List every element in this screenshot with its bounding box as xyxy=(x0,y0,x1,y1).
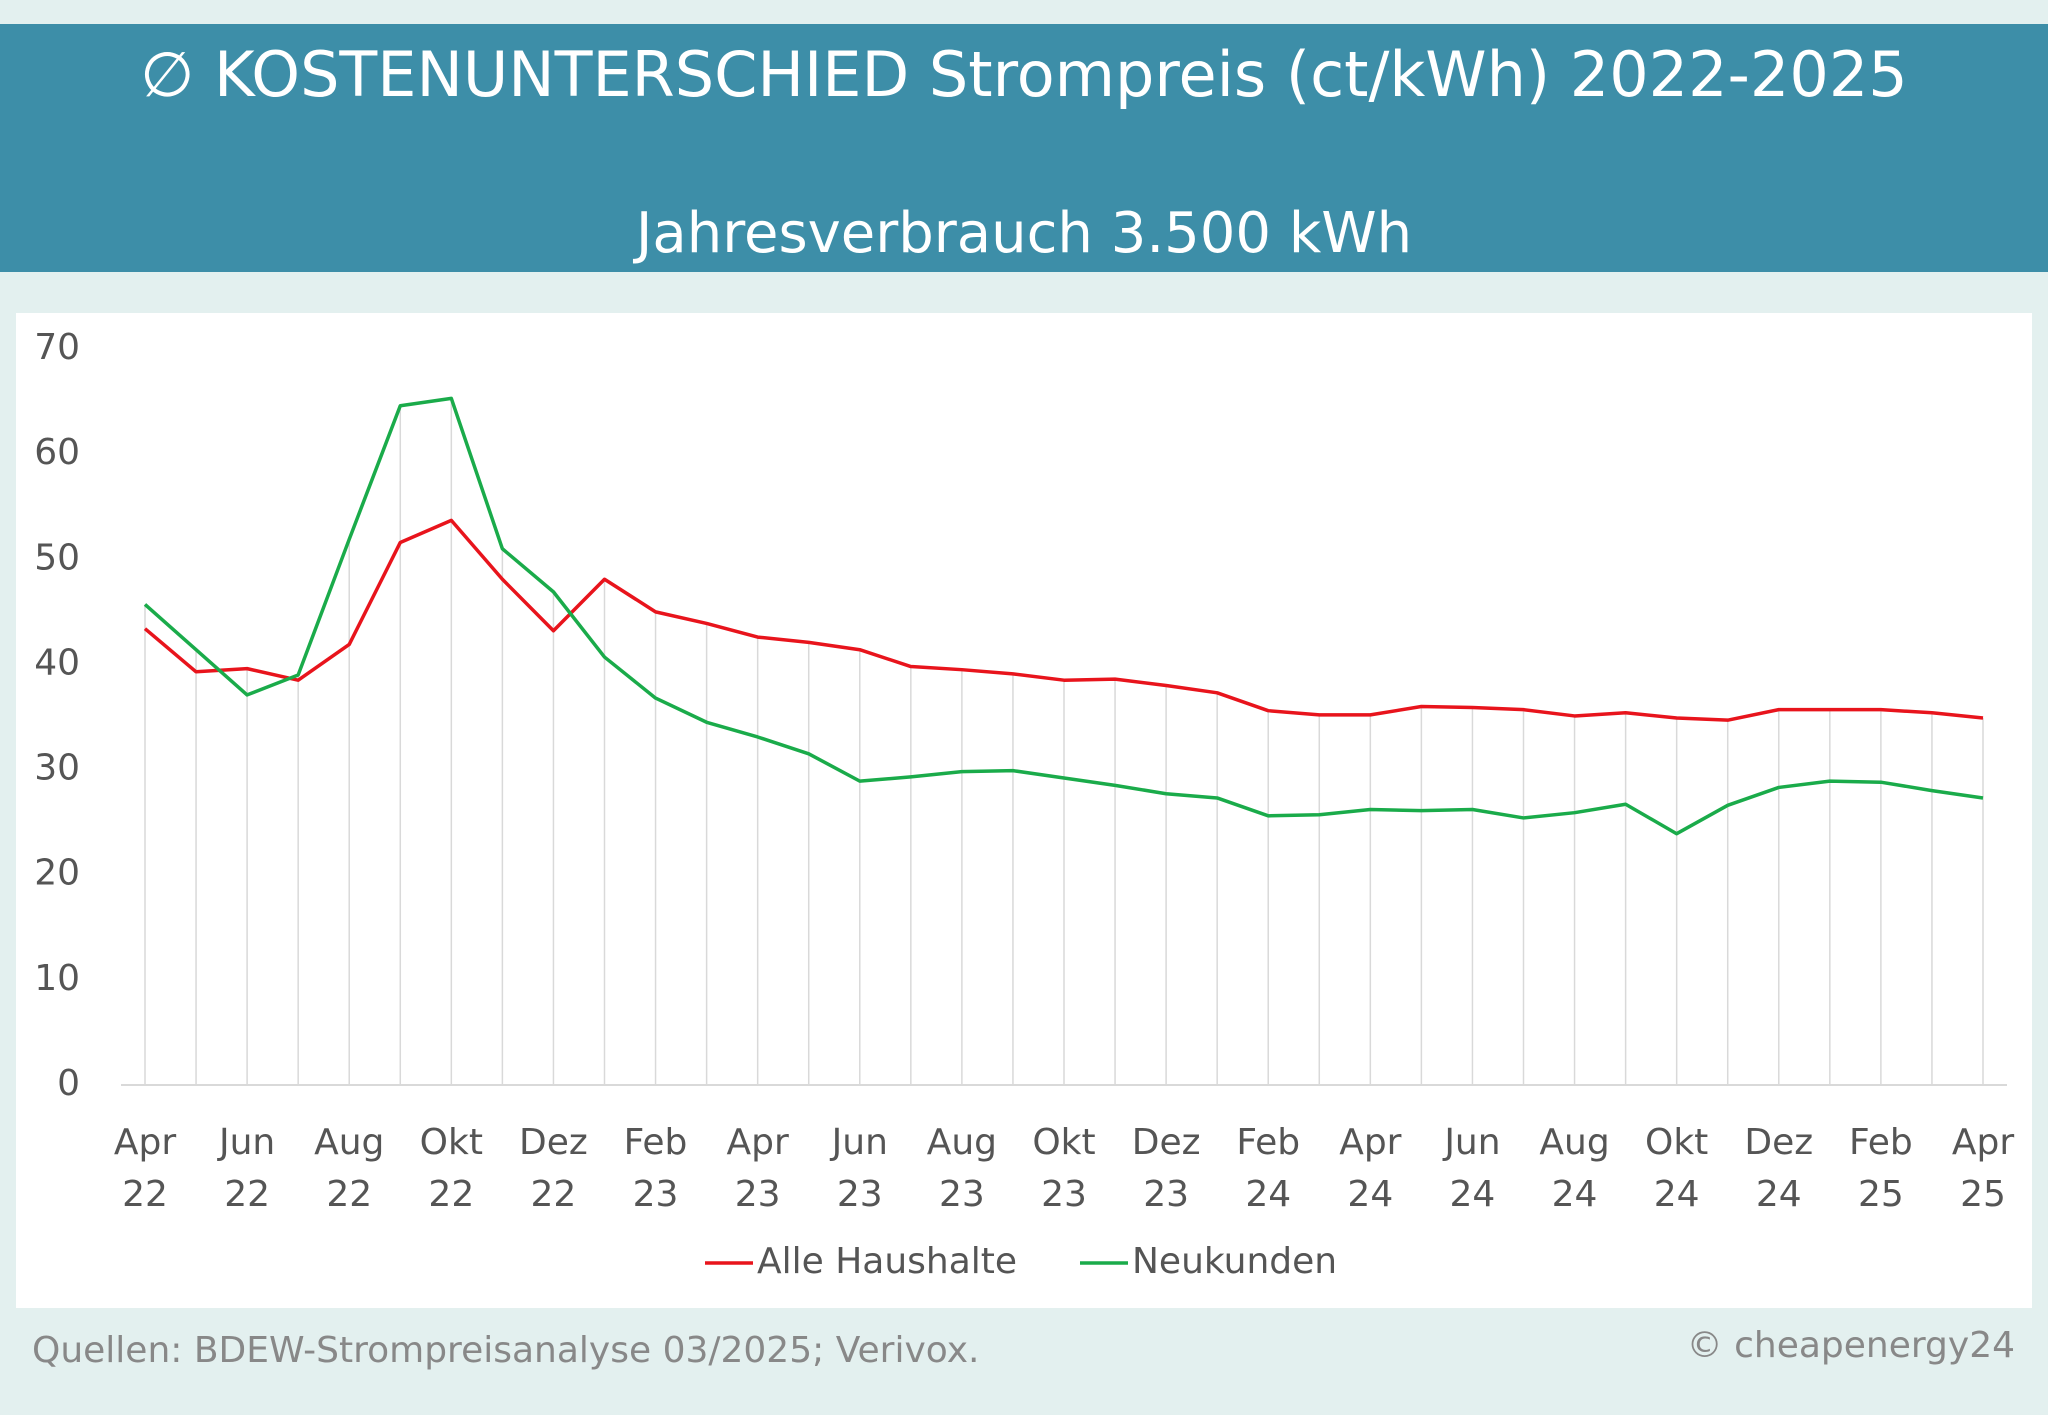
y-tick-label: 70 xyxy=(34,327,80,368)
x-tick-label: Aug 24 xyxy=(1539,1122,1610,1215)
y-tick-label: 50 xyxy=(34,537,80,578)
x-tick-label: Jun 22 xyxy=(218,1122,276,1215)
x-tick-label: Apr 23 xyxy=(726,1122,789,1215)
x-tick-label: Feb 23 xyxy=(623,1122,688,1215)
y-tick-label: 20 xyxy=(34,853,80,894)
source-note: Quellen: BDEW-Strompreisanalyse 03/2025;… xyxy=(32,1330,980,1371)
x-tick-label: Okt 22 xyxy=(419,1122,483,1215)
x-tick-label: Feb 25 xyxy=(1849,1122,1913,1215)
x-tick-label: Aug 23 xyxy=(926,1122,998,1215)
credit: © cheapenergy24 xyxy=(1686,1325,2015,1366)
x-tick-label: Aug 22 xyxy=(314,1122,385,1215)
chart-panel xyxy=(16,313,2032,1308)
y-tick-label: 60 xyxy=(34,432,80,473)
x-tick-label: Apr 22 xyxy=(113,1122,177,1215)
y-tick-label: 0 xyxy=(57,1063,80,1104)
x-tick-label: Dez 24 xyxy=(1744,1122,1814,1215)
y-tick-label: 30 xyxy=(34,748,80,789)
legend-label: Alle Haushalte xyxy=(757,1241,1017,1282)
y-tick-label: 10 xyxy=(34,958,80,999)
x-tick-label: Apr 25 xyxy=(1951,1122,2015,1215)
series-line xyxy=(143,396,1984,836)
x-tick-label: Jun 24 xyxy=(1444,1122,1501,1215)
series-line xyxy=(143,518,1984,722)
x-tick-label: Jun 23 xyxy=(831,1122,888,1215)
chart-subtitle: Jahresverbrauch 3.500 kWh xyxy=(635,201,1413,266)
y-tick-label: 40 xyxy=(34,642,80,683)
legend-label: Neukunden xyxy=(1132,1241,1337,1282)
x-tick-label: Dez 22 xyxy=(519,1122,588,1215)
x-tick-label: Okt 24 xyxy=(1645,1122,1709,1215)
x-tick-label: Feb 24 xyxy=(1236,1122,1301,1215)
x-tick-label: Apr 24 xyxy=(1339,1122,1402,1215)
header: ∅ KOSTENUNTERSCHIED Strompreis (ct/kWh) … xyxy=(0,24,2048,272)
x-tick-label: Okt 23 xyxy=(1032,1122,1096,1215)
chart-title: ∅ KOSTENUNTERSCHIED Strompreis (ct/kWh) … xyxy=(140,38,1908,111)
x-tick-label: Dez 23 xyxy=(1131,1122,1201,1215)
